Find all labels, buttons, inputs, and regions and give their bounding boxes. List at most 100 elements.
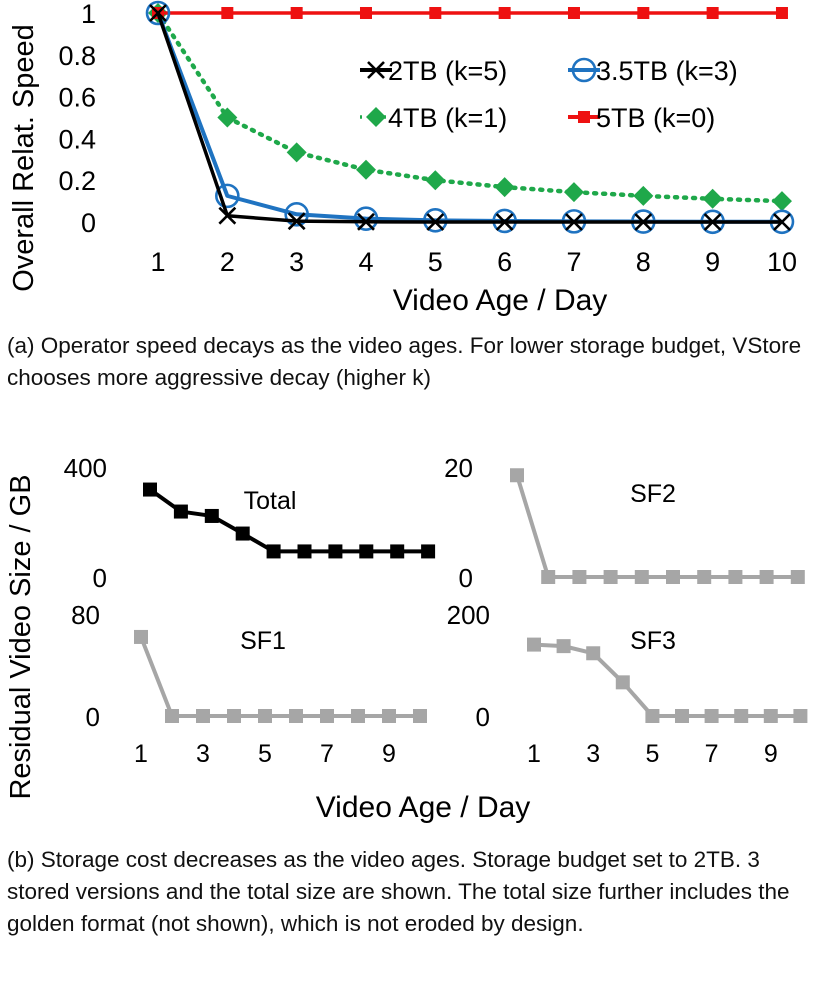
size-x-tick: 7 xyxy=(705,740,719,768)
data-point xyxy=(359,544,374,559)
data-point xyxy=(382,709,396,723)
data-point xyxy=(145,0,171,26)
caption-a: (a) Operator speed decays as the video a… xyxy=(7,333,802,390)
data-point xyxy=(702,188,723,209)
speed-x-tick: 6 xyxy=(497,247,512,277)
data-point xyxy=(217,107,238,128)
panel-y-tick: 0 xyxy=(459,563,473,593)
data-point xyxy=(196,709,210,723)
panel-line xyxy=(515,474,798,579)
data-point xyxy=(728,570,743,584)
legend-marker xyxy=(578,111,590,123)
panel-y-tick: 0 xyxy=(86,702,100,732)
data-point xyxy=(675,709,689,723)
data-point xyxy=(586,646,601,661)
data-point xyxy=(697,570,712,584)
data-point xyxy=(320,709,334,723)
data-point xyxy=(351,709,365,723)
legend-label: 3.5TB (k=3) xyxy=(596,56,738,86)
panel-total: 0 400 Total xyxy=(64,453,436,593)
panel-sf1: 0 80 SF1 xyxy=(71,600,427,732)
series-x xyxy=(149,4,791,231)
data-point xyxy=(165,709,179,723)
data-point xyxy=(429,7,442,19)
speed-x-tick: 5 xyxy=(428,247,443,277)
size-y-axis-label: Residual Video Size / GB xyxy=(5,474,37,799)
data-point xyxy=(563,182,584,203)
data-point xyxy=(149,4,167,22)
data-point xyxy=(413,709,427,723)
data-point xyxy=(359,7,372,19)
panel-line xyxy=(533,642,801,718)
panel-title: SF2 xyxy=(630,480,676,508)
speed-y-tick: 0.8 xyxy=(58,41,96,71)
data-point xyxy=(498,7,511,19)
legend-marker xyxy=(367,61,385,79)
speed-y-tick: 0.6 xyxy=(58,83,96,113)
data-point xyxy=(706,7,719,19)
panel-y-tick: 0 xyxy=(476,702,490,732)
panel-line xyxy=(139,636,420,718)
data-point xyxy=(541,570,556,584)
size-x-tick: 3 xyxy=(196,740,210,768)
data-point xyxy=(773,213,791,231)
data-point xyxy=(290,7,303,19)
legend-label: 4TB (k=1) xyxy=(388,103,507,133)
data-point xyxy=(790,570,805,584)
size-x-tick: 5 xyxy=(645,740,659,768)
data-point xyxy=(227,709,241,723)
data-point xyxy=(355,159,376,180)
panel-y-tick: 200 xyxy=(447,600,490,630)
data-point xyxy=(734,709,749,723)
legend-marker xyxy=(366,107,386,127)
speed-x-tick: 4 xyxy=(358,247,373,277)
data-point xyxy=(353,206,379,231)
size-x-tick: 9 xyxy=(764,740,778,768)
data-point xyxy=(266,544,281,559)
data-point xyxy=(666,570,680,584)
data-point xyxy=(633,185,654,206)
data-point xyxy=(510,468,524,483)
data-point xyxy=(235,526,250,541)
data-point xyxy=(495,213,514,231)
size-x-tick: 1 xyxy=(134,740,148,768)
data-point xyxy=(494,177,515,198)
data-point xyxy=(284,201,309,227)
speed-y-tick: 0.2 xyxy=(58,166,96,196)
speed-y-axis-label: Overall Relat. Speed xyxy=(8,24,40,292)
data-point xyxy=(603,570,618,584)
panel-title: Total xyxy=(244,487,297,515)
speed-y-ticks: 0 0.2 0.4 0.6 0.8 1 xyxy=(58,0,96,238)
data-point xyxy=(793,709,808,723)
data-point xyxy=(258,709,272,723)
legend-item: 3.5TB (k=3) xyxy=(568,56,738,86)
size-x-tick: 1 xyxy=(527,740,541,768)
speed-y-tick: 0 xyxy=(81,208,96,238)
speed-series xyxy=(145,0,795,235)
speed-x-tick: 7 xyxy=(566,247,581,277)
data-point xyxy=(390,544,405,559)
data-point xyxy=(134,629,148,644)
data-point xyxy=(286,142,307,163)
caption-b: (b) Storage cost decreases as the video … xyxy=(7,847,790,936)
legend-item: 5TB (k=0) xyxy=(568,103,715,133)
speed-chart: Overall Relat. Speed 0 0.2 0.4 0.6 0.8 1 1 2 3 4… xyxy=(8,0,797,317)
data-point xyxy=(572,570,587,584)
data-point xyxy=(634,570,649,584)
panel-y-tick: 20 xyxy=(444,453,473,483)
speed-y-tick: 0.4 xyxy=(58,124,96,154)
data-point xyxy=(527,637,541,652)
panel-y-tick: 400 xyxy=(64,453,107,483)
size-x-tick: 5 xyxy=(258,740,272,768)
speed-legend: 2TB (k=5) 3.5TB (k=3) 4TB (k=1) 5TB (k=0) xyxy=(360,56,738,133)
speed-x-axis-label: Video Age / Day xyxy=(393,284,608,317)
data-point xyxy=(357,212,375,231)
panel-title: SF3 xyxy=(630,627,676,655)
data-point xyxy=(763,709,778,723)
data-point xyxy=(204,508,219,523)
size-x-tick: 7 xyxy=(320,740,334,768)
speed-x-tick: 2 xyxy=(220,247,235,277)
data-point xyxy=(775,7,788,19)
speed-x-tick: 10 xyxy=(767,247,797,277)
